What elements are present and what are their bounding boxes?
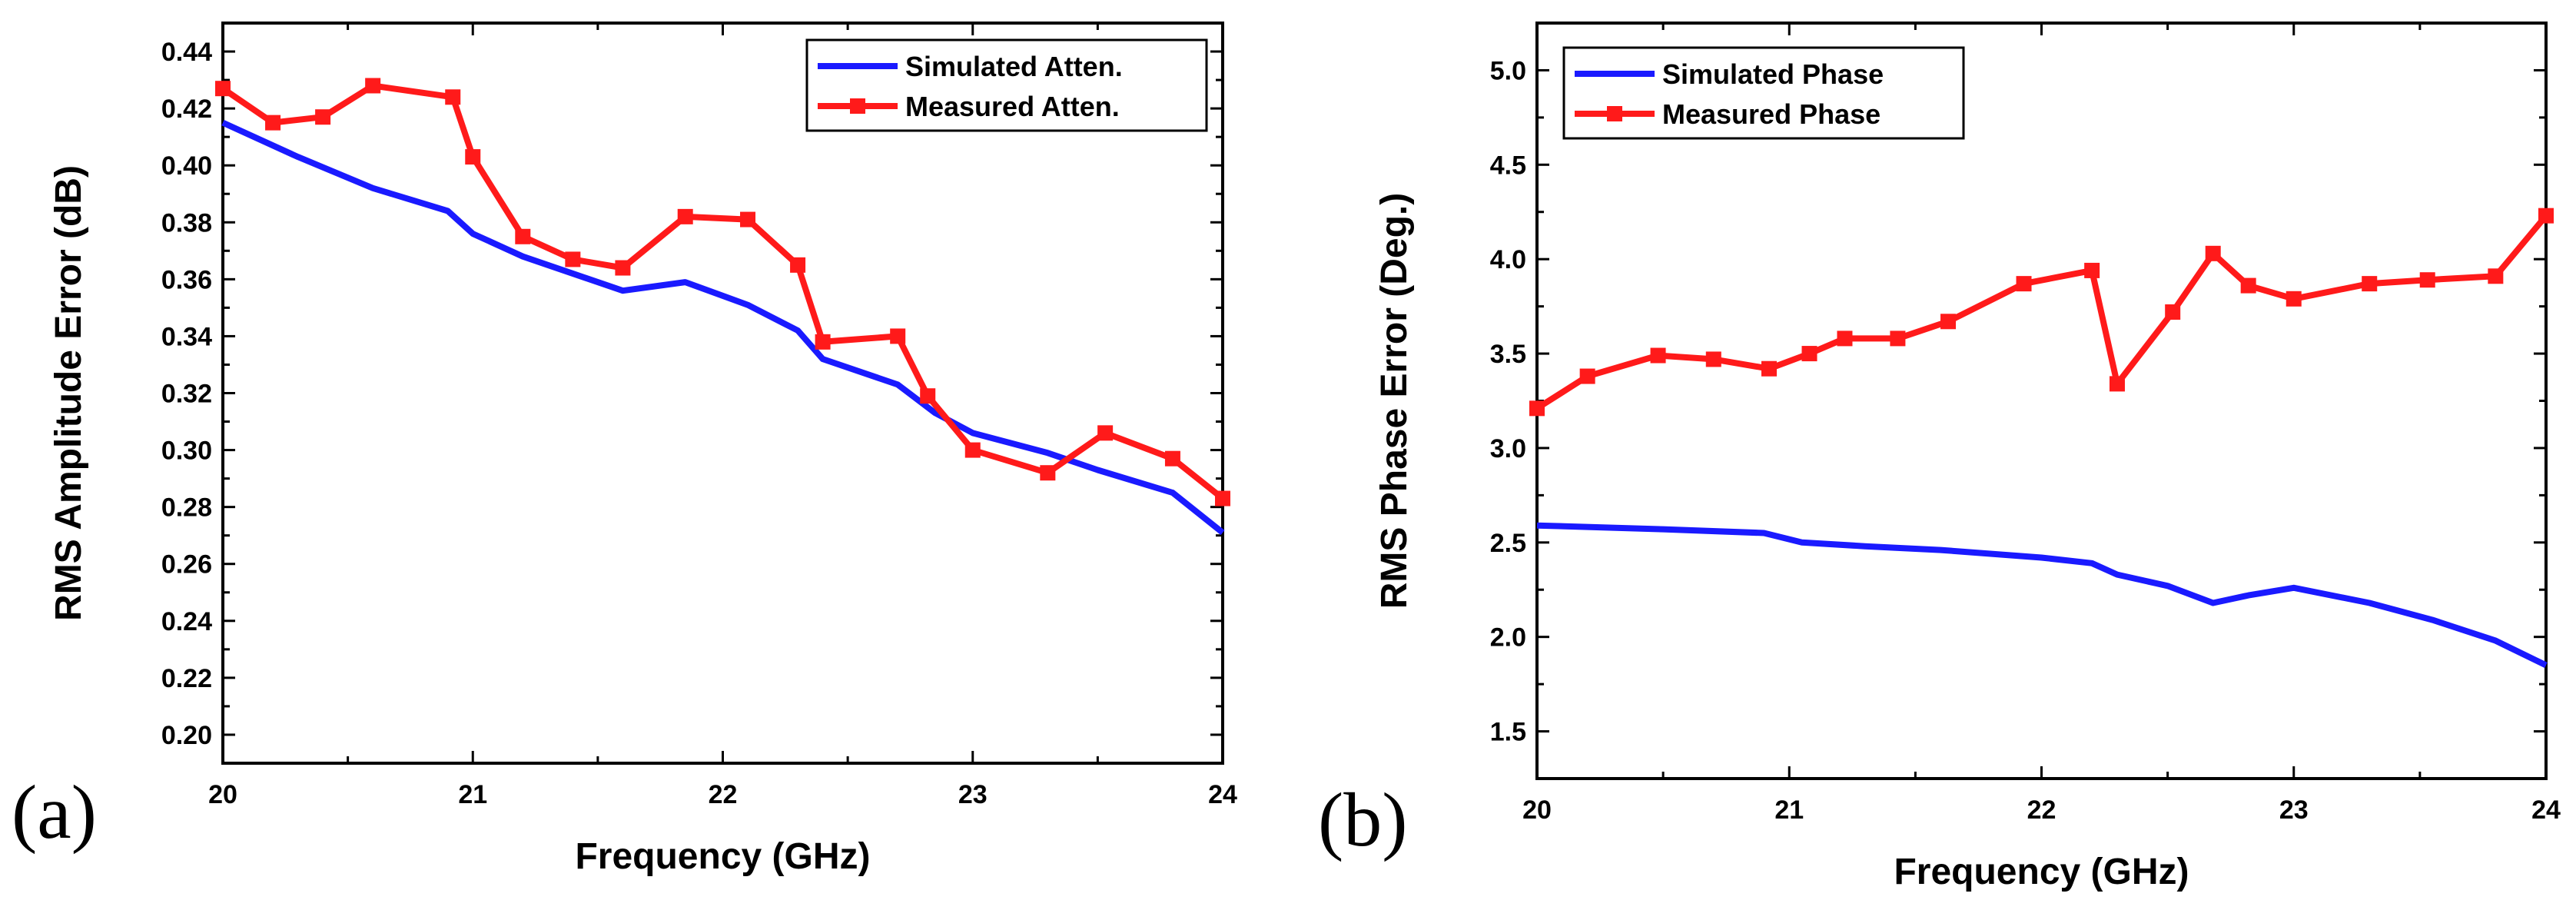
- series-simulated-phase: [1536, 522, 2548, 669]
- data-point-marker: [515, 228, 531, 244]
- legend-box: [1562, 46, 1965, 140]
- x-tick-label: 23: [2279, 795, 2309, 825]
- data-point-marker: [445, 89, 461, 105]
- legend-entry-label: Simulated Atten.: [905, 51, 1123, 82]
- x-axis-title: Frequency (GHz): [1894, 852, 2189, 892]
- data-point-marker: [2538, 208, 2554, 224]
- data-point-marker: [465, 149, 481, 165]
- y-tick-label: 0.44: [161, 38, 212, 67]
- y-tick-label: 0.40: [161, 151, 212, 181]
- x-tick-label: 22: [2027, 795, 2056, 825]
- data-point-marker: [1650, 347, 1666, 364]
- y-tick-label: 4.0: [1490, 245, 1526, 274]
- y-tick-label: 0.20: [161, 721, 212, 750]
- y-tick-label: 0.32: [161, 380, 212, 409]
- data-point-marker: [1164, 450, 1180, 467]
- y-tick-label: 2.0: [1490, 623, 1526, 653]
- x-tick-label: 24: [1208, 780, 1237, 809]
- data-point-marker: [1040, 465, 1056, 481]
- legend: Simulated Phase Measured Phase: [1562, 46, 1965, 140]
- data-point-marker: [265, 115, 281, 131]
- y-tick-label: 0.28: [161, 493, 212, 523]
- data-point-marker: [815, 334, 831, 350]
- legend-entry-label: Measured Phase: [1662, 98, 1881, 130]
- series-line: [221, 119, 1225, 536]
- y-tick-label: 0.30: [161, 437, 212, 466]
- x-axis-title: Frequency (GHz): [575, 836, 870, 877]
- data-point-marker: [1940, 314, 1957, 330]
- y-axis-title: RMS Phase Error (Deg.): [1374, 193, 1415, 609]
- data-point-marker: [615, 260, 631, 276]
- data-point-marker: [2016, 276, 2032, 292]
- legend-swatch-marker: [850, 98, 865, 114]
- data-point-marker: [2286, 291, 2302, 307]
- y-tick-label: 0.38: [161, 208, 212, 237]
- data-point-marker: [1215, 490, 1230, 506]
- chart-panel-b: 20 21 22 23 24 1.5 2.0 2.5 3.0 3.5 4.0 4.5 5.0 Freque…: [1318, 22, 2561, 892]
- x-tick-label: 21: [1774, 795, 1804, 825]
- data-point-marker: [2362, 276, 2378, 292]
- y-tick-label: 0.22: [161, 664, 212, 693]
- data-point-marker: [2084, 262, 2100, 278]
- data-point-marker: [1890, 330, 1906, 347]
- series-measured-phase: [1529, 208, 2554, 417]
- legend-entry-label: Measured Atten.: [905, 91, 1120, 122]
- data-point-marker: [964, 442, 981, 458]
- data-point-marker: [920, 388, 936, 404]
- y-tick-label: 0.42: [161, 95, 212, 124]
- data-point-marker: [740, 211, 756, 227]
- y-tick-label: 0.34: [161, 322, 212, 351]
- x-tick-label: 23: [958, 780, 988, 809]
- y-tick-label: 0.24: [161, 607, 212, 636]
- y-tick-label: 0.36: [161, 265, 212, 294]
- y-tick-label: 3.5: [1490, 340, 1526, 369]
- data-point-marker: [315, 109, 331, 125]
- legend: Simulated Atten. Measured Atten.: [805, 38, 1208, 132]
- y-tick-label: 0.26: [161, 550, 212, 580]
- data-point-marker: [677, 208, 693, 224]
- x-tick-label: 20: [1522, 795, 1552, 825]
- series-line: [221, 82, 1225, 501]
- panel-label: (a): [12, 769, 97, 855]
- x-tick-label: 24: [2531, 795, 2561, 825]
- data-point-marker: [2205, 245, 2221, 261]
- legend-swatch-marker: [1607, 106, 1622, 121]
- data-point-marker: [1705, 351, 1721, 367]
- series-simulated-atten: [221, 119, 1225, 536]
- x-tick-label: 22: [709, 780, 738, 809]
- data-point-marker: [2109, 376, 2125, 392]
- chart-panel-a: 20 21 22 23 24 0.20 0.22 0.24 0.26 0.28 0.30 0.32 0.…: [12, 22, 1237, 877]
- y-tick-label: 4.5: [1490, 151, 1526, 180]
- data-point-marker: [1837, 330, 1853, 347]
- series-measured-atten: [215, 78, 1230, 506]
- legend-entry-label: Simulated Phase: [1662, 58, 1884, 90]
- x-tick-label: 20: [208, 780, 237, 809]
- data-point-marker: [1097, 425, 1114, 441]
- series-line: [1536, 522, 2548, 669]
- data-point-marker: [1761, 360, 1777, 377]
- x-tick-label: 21: [458, 780, 487, 809]
- data-point-marker: [215, 81, 231, 97]
- data-point-marker: [2419, 272, 2435, 288]
- y-axis-title: RMS Amplitude Error (dB): [48, 165, 89, 621]
- data-point-marker: [565, 251, 581, 267]
- data-point-marker: [365, 78, 381, 94]
- plot-frame: [221, 22, 1224, 765]
- data-point-marker: [2165, 304, 2181, 320]
- data-point-marker: [890, 328, 906, 344]
- data-point-marker: [790, 257, 806, 273]
- legend-box: [805, 38, 1208, 132]
- y-tick-label: 1.5: [1490, 718, 1526, 747]
- panel-label: (b): [1318, 777, 1408, 862]
- y-tick-label: 3.0: [1490, 434, 1526, 463]
- data-point-marker: [2488, 268, 2504, 284]
- data-point-marker: [1529, 400, 1545, 417]
- y-tick-label: 2.5: [1490, 529, 1526, 558]
- y-tick-label: 5.0: [1490, 56, 1526, 85]
- data-point-marker: [1579, 368, 1595, 384]
- data-point-marker: [2240, 277, 2256, 294]
- series-line: [1535, 214, 2549, 411]
- data-point-marker: [1801, 346, 1817, 362]
